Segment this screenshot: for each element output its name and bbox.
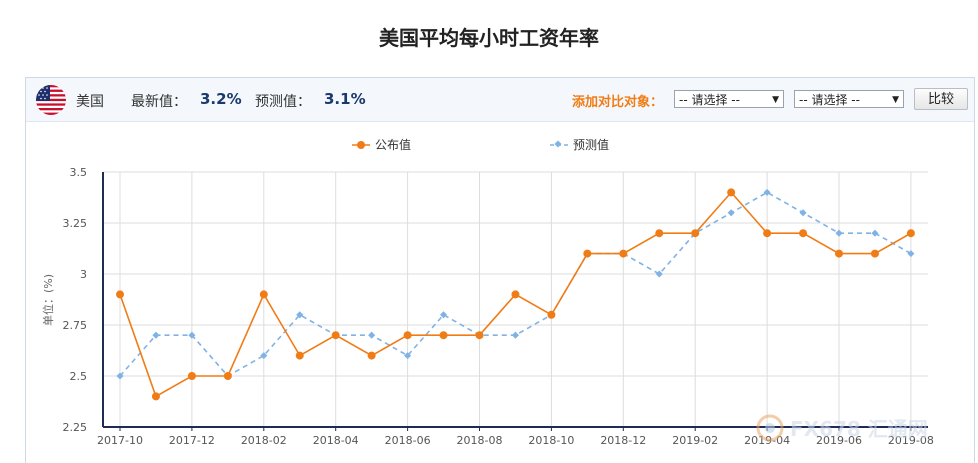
y-tick-label: 2.75 — [63, 319, 88, 332]
y-tick-label: 3.25 — [63, 217, 88, 230]
x-tick-label: 2019-02 — [672, 434, 718, 447]
published-point — [295, 351, 304, 360]
published-point — [116, 290, 124, 299]
published-point — [439, 331, 448, 340]
y-tick-label: 3.5 — [70, 166, 88, 179]
latest-label: 最新值： — [131, 94, 187, 110]
published-point — [187, 372, 196, 380]
compare-button[interactable]: 比较 — [914, 88, 968, 110]
forecast-point — [763, 188, 771, 196]
forecast-point — [727, 209, 735, 217]
forecast-label: 预测值： — [255, 94, 311, 110]
compare-label: 添加对比对象： — [572, 95, 664, 110]
compare-select-2-value: -- 请选择 -- — [799, 93, 860, 107]
panel-header: 美国 最新值： 3.2% 预测值： 3.1% 添加对比对象： -- 请选择 --… — [26, 78, 974, 122]
published-point — [870, 249, 879, 258]
forecast-value: 3.1% — [324, 90, 366, 108]
indicator-panel: 美国 最新值： 3.2% 预测值： 3.1% 添加对比对象： -- 请选择 --… — [25, 77, 975, 463]
published-point — [403, 331, 412, 340]
watermark-logo-dot — [765, 423, 775, 433]
series — [116, 188, 915, 401]
axes: 2.25 2.5 2.75 3 3.25 3.5 2017-10 2017-12 2018-02… — [63, 166, 934, 447]
compare-select-1-value: -- 请选择 -- — [679, 93, 740, 107]
published-point — [691, 229, 700, 238]
chevron-down-icon: ▼ — [892, 95, 899, 105]
forecast-point — [260, 352, 268, 360]
published-point — [655, 229, 664, 238]
published-point — [331, 331, 340, 340]
x-tick-label: 2018-12 — [600, 434, 646, 447]
x-tick-label: 2018-08 — [457, 434, 503, 447]
us-flag-icon — [36, 85, 66, 115]
published-point — [619, 249, 628, 258]
forecast-point — [835, 229, 843, 237]
chart-legend: 公布值 预测值 — [352, 137, 609, 152]
legend-published-marker — [357, 141, 365, 149]
published-point — [367, 351, 376, 360]
compare-select-2[interactable]: -- 请选择 -- ▼ — [794, 90, 904, 108]
chevron-down-icon: ▼ — [772, 95, 779, 105]
published-point — [799, 229, 808, 238]
x-tick-label: 2018-02 — [241, 434, 287, 447]
grid — [103, 171, 928, 428]
latest-value: 3.2% — [200, 90, 242, 108]
x-tick-label: 2019-06 — [816, 434, 862, 447]
forecast-point — [511, 331, 519, 339]
x-tick-label: 2017-12 — [169, 434, 215, 447]
country-name: 美国 — [76, 94, 104, 110]
published-point — [259, 290, 268, 299]
y-axis-label: 单位：(%) — [41, 274, 55, 326]
published-point — [475, 331, 484, 340]
forecast-point — [404, 352, 412, 360]
y-tick-label: 2.5 — [70, 370, 88, 383]
page-title: 美国平均每小时工资年率 — [379, 26, 599, 50]
published-point — [835, 249, 843, 258]
forecast-point — [440, 311, 448, 319]
published-point — [223, 372, 232, 380]
legend-forecast-label[interactable]: 预测值 — [573, 137, 609, 152]
x-tick-label: 2018-06 — [385, 434, 431, 447]
legend-published-label[interactable]: 公布值 — [375, 137, 411, 152]
published-point — [583, 249, 592, 258]
published-point — [727, 188, 736, 197]
forecast-point — [296, 311, 304, 319]
y-tick-label: 3 — [80, 268, 87, 281]
forecast-point — [907, 250, 915, 258]
published-point — [906, 229, 915, 238]
forecast-point — [188, 331, 196, 339]
watermark-logo-icon — [756, 414, 784, 442]
watermark-text: FX678 汇通网 — [790, 417, 928, 441]
published-point — [511, 290, 520, 299]
forecast-point — [152, 331, 160, 339]
legend-forecast-marker — [554, 140, 562, 148]
forecast-point — [116, 372, 124, 380]
watermark: FX678 汇通网 — [756, 414, 928, 442]
forecast-point — [655, 270, 663, 278]
forecast-point — [368, 331, 376, 339]
published-point — [547, 310, 556, 319]
x-tick-label: 2019-08 — [888, 434, 934, 447]
published-point — [151, 392, 160, 401]
x-tick-label: 2018-10 — [528, 434, 574, 447]
forecast-series-line — [119, 191, 912, 378]
forecast-point — [871, 229, 879, 237]
x-tick-label: 2018-04 — [313, 434, 359, 447]
compare-select-1[interactable]: -- 请选择 -- ▼ — [674, 90, 784, 108]
forecast-point — [799, 209, 807, 217]
y-tick-label: 2.25 — [63, 421, 88, 434]
published-point — [763, 229, 772, 238]
x-tick-label: 2017-10 — [97, 434, 143, 447]
